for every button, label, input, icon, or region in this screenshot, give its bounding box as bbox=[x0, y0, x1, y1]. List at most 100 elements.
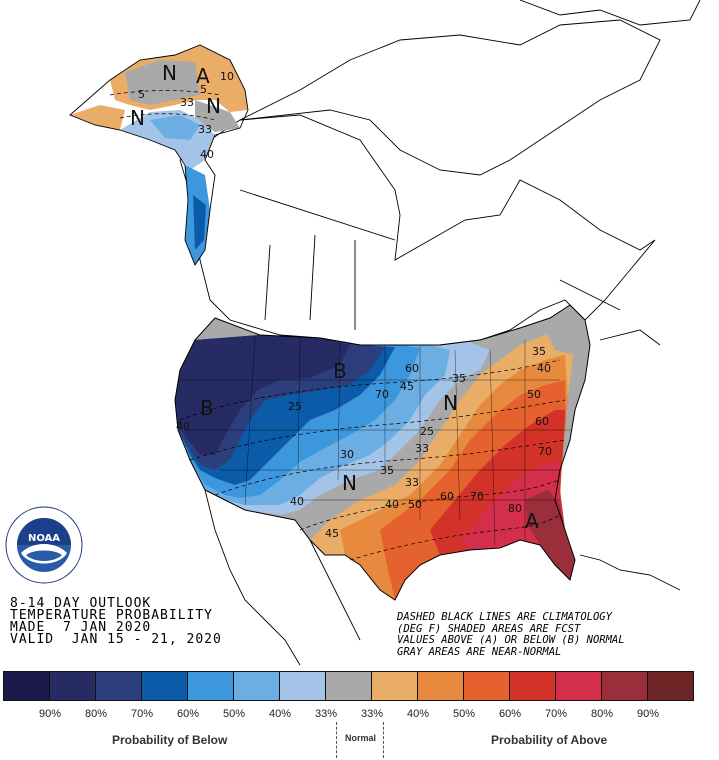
above-90 bbox=[525, 490, 575, 580]
state-lines bbox=[180, 335, 570, 546]
map-letter: N bbox=[342, 471, 357, 495]
legend-label: 70% bbox=[130, 708, 154, 720]
normal-caption: Normal bbox=[345, 733, 377, 743]
letter-labels: N A N N B B N N A bbox=[130, 61, 539, 533]
ne-normal bbox=[545, 310, 588, 355]
contour-label: 50 bbox=[527, 388, 541, 401]
above-caption: Probability of Above bbox=[491, 733, 608, 747]
alaska-below bbox=[150, 115, 200, 140]
legend-swatch bbox=[509, 671, 556, 701]
contour-label: 33 bbox=[180, 96, 194, 109]
contour-label: 35 bbox=[380, 464, 394, 477]
outlook-info: 8-14 DAY OUTLOOK TEMPERATURE PROBABILITY… bbox=[10, 596, 222, 647]
legend-label: 70% bbox=[544, 708, 568, 720]
legend-swatch bbox=[95, 671, 142, 701]
contour-label: 60 bbox=[405, 362, 419, 375]
contour-label: 5 bbox=[138, 88, 145, 101]
outlook-map: N A N N B B N N A 33 33 10 5 5 40 40 25 … bbox=[69, 0, 701, 666]
outlook-valid-range: VALID JAN 15 - 21, 2020 bbox=[10, 632, 222, 647]
alaska-above-west bbox=[70, 105, 125, 130]
below-80 bbox=[175, 335, 350, 455]
legend-label: 90% bbox=[38, 708, 62, 720]
contour-label: 45 bbox=[400, 380, 414, 393]
alaska-normal bbox=[125, 60, 200, 105]
legend-label: 50% bbox=[222, 708, 246, 720]
contour-label: 30 bbox=[340, 448, 354, 461]
legend-swatch bbox=[187, 671, 234, 701]
map-letter: N bbox=[162, 61, 177, 85]
legend-swatch bbox=[141, 671, 188, 701]
legend-swatch bbox=[325, 671, 372, 701]
contour-label: 70 bbox=[375, 388, 389, 401]
legend-label: 60% bbox=[498, 708, 522, 720]
contour-label: 40 bbox=[290, 495, 304, 508]
noaa-logo-text: NOAA bbox=[28, 533, 60, 544]
contour-label: 40 bbox=[385, 498, 399, 511]
contour-label: 40 bbox=[200, 148, 214, 161]
outlook-period: 8-14 DAY OUTLOOK bbox=[10, 596, 152, 611]
contour-label: 60 bbox=[535, 415, 549, 428]
noaa-logo: NOAA bbox=[5, 506, 83, 584]
legend-label: 80% bbox=[590, 708, 614, 720]
legend-label: 90% bbox=[636, 708, 660, 720]
note-line: DASHED BLACK LINES ARE CLIMATOLOGY bbox=[397, 611, 612, 623]
contour-label: 60 bbox=[440, 490, 454, 503]
legend-swatch bbox=[647, 671, 694, 701]
legend-swatch bbox=[601, 671, 648, 701]
below-caption: Probability of Below bbox=[112, 733, 228, 747]
legend-swatch bbox=[555, 671, 602, 701]
legend-swatch bbox=[3, 671, 50, 701]
legend-swatch bbox=[463, 671, 510, 701]
probability-legend: 90% 80% 70% 60% 50% 40% 33% 33% 40% 50% 60% 70% 80% 9… bbox=[0, 670, 719, 760]
map-letter: A bbox=[525, 509, 539, 533]
legend-label: 33% bbox=[314, 708, 338, 720]
legend-swatch bbox=[371, 671, 418, 701]
note-line: (DEG F) SHADED AREAS ARE FCST bbox=[397, 622, 581, 635]
contour-label: 45 bbox=[325, 527, 339, 540]
contour-label: 35 bbox=[452, 372, 466, 385]
legend-label: 60% bbox=[176, 708, 200, 720]
contour-label: 40 bbox=[176, 420, 190, 433]
note-line: VALUES ABOVE (A) OR BELOW (B) NORMAL bbox=[397, 634, 625, 646]
legend-label: 33% bbox=[360, 708, 384, 720]
map-letter: N bbox=[130, 106, 145, 130]
legend-swatch bbox=[279, 671, 326, 701]
legend-label: 50% bbox=[452, 708, 476, 720]
contour-label: 40 bbox=[537, 362, 551, 375]
outlook-variable: TEMPERATURE PROBABILITY bbox=[10, 608, 214, 623]
map-letter: N bbox=[443, 391, 458, 415]
contour-label: 33 bbox=[198, 123, 212, 136]
alaska-normal-2 bbox=[195, 100, 240, 132]
alaska-panhandle-dark bbox=[193, 195, 206, 250]
contour-label: 70 bbox=[470, 490, 484, 503]
map-notes: DASHED BLACK LINES ARE CLIMATOLOGY (DEG … bbox=[397, 611, 625, 658]
legend-percent-labels: 90% 80% 70% 60% 50% 40% 33% 33% 40% 50% 60% 70% 80% 9… bbox=[27, 708, 671, 720]
alaska-region bbox=[69, 44, 249, 266]
map-letter: B bbox=[200, 396, 214, 420]
conus-outline bbox=[174, 304, 591, 601]
legend-label: 40% bbox=[268, 708, 292, 720]
climatology-lines bbox=[109, 90, 566, 561]
contour-labels: 33 33 10 5 5 40 40 25 70 60 45 25 33 30 … bbox=[138, 70, 552, 540]
contour-label: 80 bbox=[508, 502, 522, 515]
legend-label: 80% bbox=[84, 708, 108, 720]
contour-label: 5 bbox=[200, 83, 207, 96]
mexico-outline bbox=[204, 489, 681, 666]
note-line: GRAY AREAS ARE NEAR-NORMAL bbox=[397, 645, 562, 658]
map-letter: N bbox=[206, 94, 221, 118]
contour-label: 25 bbox=[420, 425, 434, 438]
legend-swatch bbox=[233, 671, 280, 701]
contour-label: 70 bbox=[538, 445, 552, 458]
legend-divider bbox=[336, 722, 337, 758]
legend-label: 40% bbox=[406, 708, 430, 720]
alaska-outline bbox=[69, 44, 249, 266]
outlook-made-date: MADE 7 JAN 2020 bbox=[10, 620, 152, 635]
map-letter: B bbox=[333, 359, 347, 383]
legend-swatch bbox=[417, 671, 464, 701]
canada-outline bbox=[179, 0, 701, 346]
contour-label: 33 bbox=[415, 442, 429, 455]
contour-label: 33 bbox=[405, 476, 419, 489]
contour-label: 25 bbox=[288, 400, 302, 413]
map-letter: A bbox=[196, 64, 210, 88]
contour-label: 35 bbox=[532, 345, 546, 358]
